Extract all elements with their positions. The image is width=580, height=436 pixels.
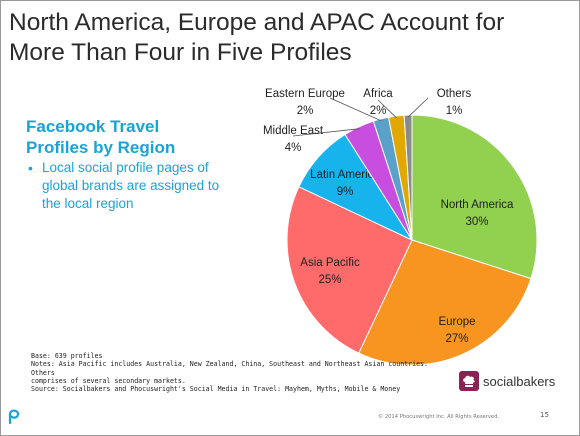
slice-value-label: 4% xyxy=(285,142,302,154)
slide-title-line: North America, Europe and APAC Account f… xyxy=(9,9,505,36)
pie-slice-others xyxy=(403,114,413,241)
pie-slice-north-america xyxy=(411,114,538,280)
leader-line xyxy=(329,97,382,122)
phocuswright-logo-icon xyxy=(8,409,20,425)
slice-value-label: 1% xyxy=(446,105,463,117)
subtitle-line: Profiles by Region xyxy=(26,138,176,157)
slice-label: Asia Pacific xyxy=(300,257,360,269)
bullet-item: Local social profile pages of global bra… xyxy=(28,159,268,213)
leader-line xyxy=(407,97,429,118)
notes-line: Source: Socialbakers and Phocuswright's … xyxy=(31,385,401,394)
slice-value-label: 2% xyxy=(370,105,387,117)
source-notes: Base: 639 profiles Notes: Asia Pacific i… xyxy=(31,352,451,393)
slice-label: North America xyxy=(441,199,514,211)
notes-line: Base: 639 profiles xyxy=(31,352,103,360)
slice-label: Latin America xyxy=(310,169,380,181)
chef-hat-icon xyxy=(459,371,479,391)
leader-line xyxy=(377,99,397,119)
pie-slice-asia-pacific xyxy=(286,186,413,354)
page-number: 15 xyxy=(540,411,549,419)
bullet-line: global brands are assigned to xyxy=(42,178,220,193)
bullet-line: Local social profile pages of xyxy=(42,160,209,175)
brand-name: socialbakers xyxy=(483,373,556,389)
slice-label: Middle East xyxy=(263,125,324,137)
slice-label: Africa xyxy=(363,88,393,100)
slide-title-line: More Than Four in Five Profiles xyxy=(9,39,352,66)
slice-value-label: 25% xyxy=(318,274,341,286)
slide-title: North America, Europe and APAC Account f… xyxy=(9,8,574,68)
copyright-text: © 2014 Phocuswright Inc. All Rights Rese… xyxy=(378,414,500,420)
socialbakers-logo: socialbakers xyxy=(459,370,555,392)
slice-value-label: 2% xyxy=(297,105,314,117)
subtitle-line: Facebook Travel xyxy=(26,117,160,136)
slice-value-label: 27% xyxy=(445,333,468,345)
slice-value-label: 9% xyxy=(337,186,354,198)
slice-label: Eastern Europe xyxy=(265,88,345,100)
slice-value-label: 30% xyxy=(465,216,488,228)
slice-label: Others xyxy=(437,88,472,100)
bullet-line: the local region xyxy=(42,196,134,211)
slice-label: Europe xyxy=(438,316,475,328)
pie-slice-europe xyxy=(358,239,532,366)
section-subtitle: Facebook Travel Profiles by Region xyxy=(26,116,175,158)
notes-line: Notes: Asia Pacific includes Australia, … xyxy=(31,360,428,377)
leader-line xyxy=(292,128,360,137)
notes-line: comprises of several secondary markets. xyxy=(31,376,186,385)
bullet-list: Local social profile pages of global bra… xyxy=(28,159,268,213)
